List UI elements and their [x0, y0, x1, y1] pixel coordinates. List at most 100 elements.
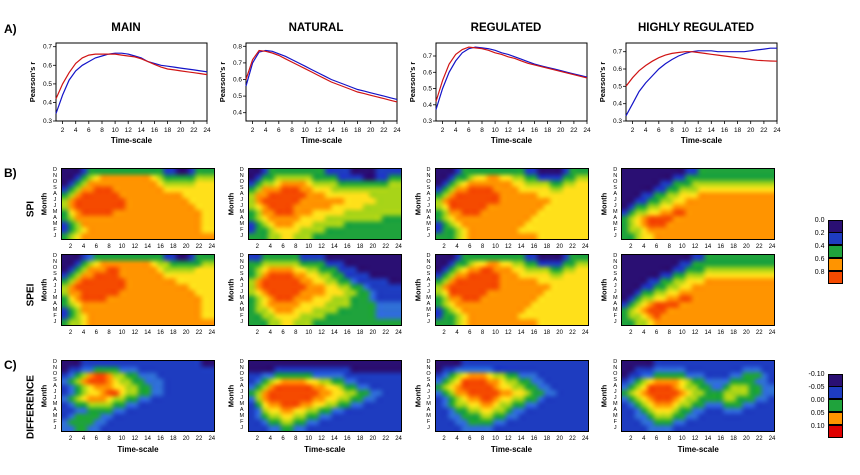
month-tick-label: D [239, 358, 244, 365]
month-tick-label: J [53, 319, 57, 326]
svg-text:16: 16 [341, 127, 349, 134]
month-tick-label: S [613, 271, 618, 278]
svg-text:4: 4 [454, 127, 458, 134]
colorbar-tick-label: 0.4 [814, 242, 825, 250]
month-tick-label: J [53, 388, 57, 395]
timescale-tick-label: 4 [81, 244, 86, 250]
month-tick-label: J [427, 233, 430, 240]
month-tick-label: A [53, 406, 57, 413]
month-tick-label: D [426, 253, 431, 259]
svg-text:10: 10 [681, 127, 689, 134]
svg-text:0.5: 0.5 [233, 93, 242, 100]
month-tick-label: A [53, 277, 57, 284]
timescale-tick-label: 20 [556, 330, 563, 336]
timescale-tick-label: 12 [504, 435, 512, 442]
timescale-tick-label: 14 [517, 435, 525, 442]
line-plot-regulated: 0.30.40.50.60.72 4 6 8 10 12 14 16 18 20 22 24Pears… [408, 42, 591, 145]
timescale-tick-label: 24 [395, 244, 402, 250]
colorbar-swatch [827, 386, 843, 399]
svg-text:6: 6 [657, 127, 661, 134]
month-tick-label: M [52, 400, 58, 407]
month-axis-label: Month [413, 278, 422, 302]
month-axis-label: Month [39, 192, 49, 216]
panel-c-label: C) [4, 357, 17, 372]
difference-row-label: DIFFERENCE [25, 374, 36, 439]
month-tick-label: A [53, 191, 57, 198]
month-tick-label: S [613, 376, 618, 383]
chart-title-natural: NATURAL [288, 21, 344, 34]
line-plot-highly-regulated: 0.30.40.50.60.72 4 6 8 10 12 14 16 18 20 22 24Pears… [598, 42, 781, 145]
panel-c-colorbar-col: -0.10 -0.05 0.00 0.05 0.10 [784, 358, 858, 456]
timescale-tick-label: 4 [455, 435, 459, 442]
svg-text:Pearson's r: Pearson's r [218, 61, 227, 102]
timescale-tick-label: 14 [144, 330, 151, 336]
chart-title-main: MAIN [111, 21, 141, 34]
svg-text:18: 18 [734, 127, 742, 134]
timescale-tick-label: 24 [208, 244, 216, 250]
timescale-tick-label: 6 [281, 435, 285, 442]
timescale-tick-label: 14 [704, 244, 712, 250]
month-tick-label: M [426, 295, 431, 302]
line-plot-main: 0.30.40.50.60.72 4 6 8 10 12 14 16 18 20 22 24Pears… [28, 42, 211, 145]
month-tick-label: N [426, 259, 431, 266]
timescale-tick-label: 12 [504, 330, 512, 336]
timescale-tick-label: 6 [281, 244, 285, 250]
svg-text:22: 22 [760, 127, 768, 134]
month-tick-label: O [52, 265, 58, 272]
timescale-tick-label: 24 [768, 330, 776, 336]
month-tick-label: M [426, 400, 431, 407]
month-tick-label: M [52, 221, 58, 228]
timescale-tick-label: 6 [654, 244, 659, 250]
timescale-tick-label: 20 [743, 330, 750, 336]
line-chart-natural: NATURAL 0.4 0.5 0.6 0.7 0.8 2 4 6 8 10 12 14 16 18 20 2… [214, 22, 404, 147]
timescale-tick-label: 24 [395, 330, 402, 336]
month-tick-label: J [427, 203, 430, 210]
timescale-axis-ticks: 2 4 6 8 10 12 14 16 18 20 22 24 [61, 330, 215, 338]
timescale-tick-label: 2 [255, 435, 260, 442]
month-tick-label: A [613, 301, 618, 308]
svg-text:0.6: 0.6 [233, 76, 242, 83]
month-tick-label: A [53, 301, 57, 308]
colorbar-segment: 0.6 [800, 256, 843, 272]
month-tick-label: F [613, 227, 617, 234]
timescale-tick-label: 18 [169, 244, 177, 250]
timescale-tick-label: 2 [629, 244, 633, 250]
svg-text:2: 2 [251, 127, 255, 134]
month-tick-label: M [52, 295, 58, 302]
month-tick-label: S [53, 185, 57, 192]
timescale-tick-label: 22 [755, 244, 763, 250]
timescale-tick-label: 24 [768, 435, 776, 442]
timescale-tick-label: 16 [157, 435, 164, 442]
month-tick-label: J [613, 197, 617, 204]
month-tick-label: A [53, 382, 57, 389]
month-tick-label: N [613, 259, 618, 266]
month-tick-label: S [426, 271, 431, 278]
month-tick-label: M [239, 412, 245, 419]
month-tick-label: D [613, 358, 618, 365]
month-tick-label: M [426, 307, 431, 314]
heatmap-canvas-spi-highly-regulated [621, 168, 776, 240]
timescale-tick-label: 4 [455, 244, 459, 250]
month-tick-label: M [52, 412, 58, 419]
timescale-tick-label: 8 [107, 435, 111, 442]
timescale-tick-label: 6 [654, 330, 659, 336]
timescale-tick-label: 16 [343, 244, 351, 250]
timescale-tick-label: 12 [691, 435, 699, 442]
timescale-tick-label: 18 [543, 435, 551, 442]
month-tick-label: A [426, 191, 431, 198]
timescale-tick-label: 14 [704, 435, 712, 442]
spi-row-label: SPI [25, 200, 36, 218]
month-tick-label: M [612, 307, 618, 314]
month-tick-label: J [427, 394, 430, 401]
month-tick-label: J [240, 233, 244, 240]
line-plot-natural: 0.40.50.60.70.82 4 6 8 10 12 14 16 18 20 22 24Pears… [218, 42, 401, 145]
month-tick-label: F [53, 227, 57, 234]
timescale-axis-ticks: 2 4 6 8 10 12 14 16 18 20 22 24 [248, 436, 402, 444]
colorbar-swatch [827, 412, 843, 425]
month-tick-label: M [426, 221, 431, 228]
